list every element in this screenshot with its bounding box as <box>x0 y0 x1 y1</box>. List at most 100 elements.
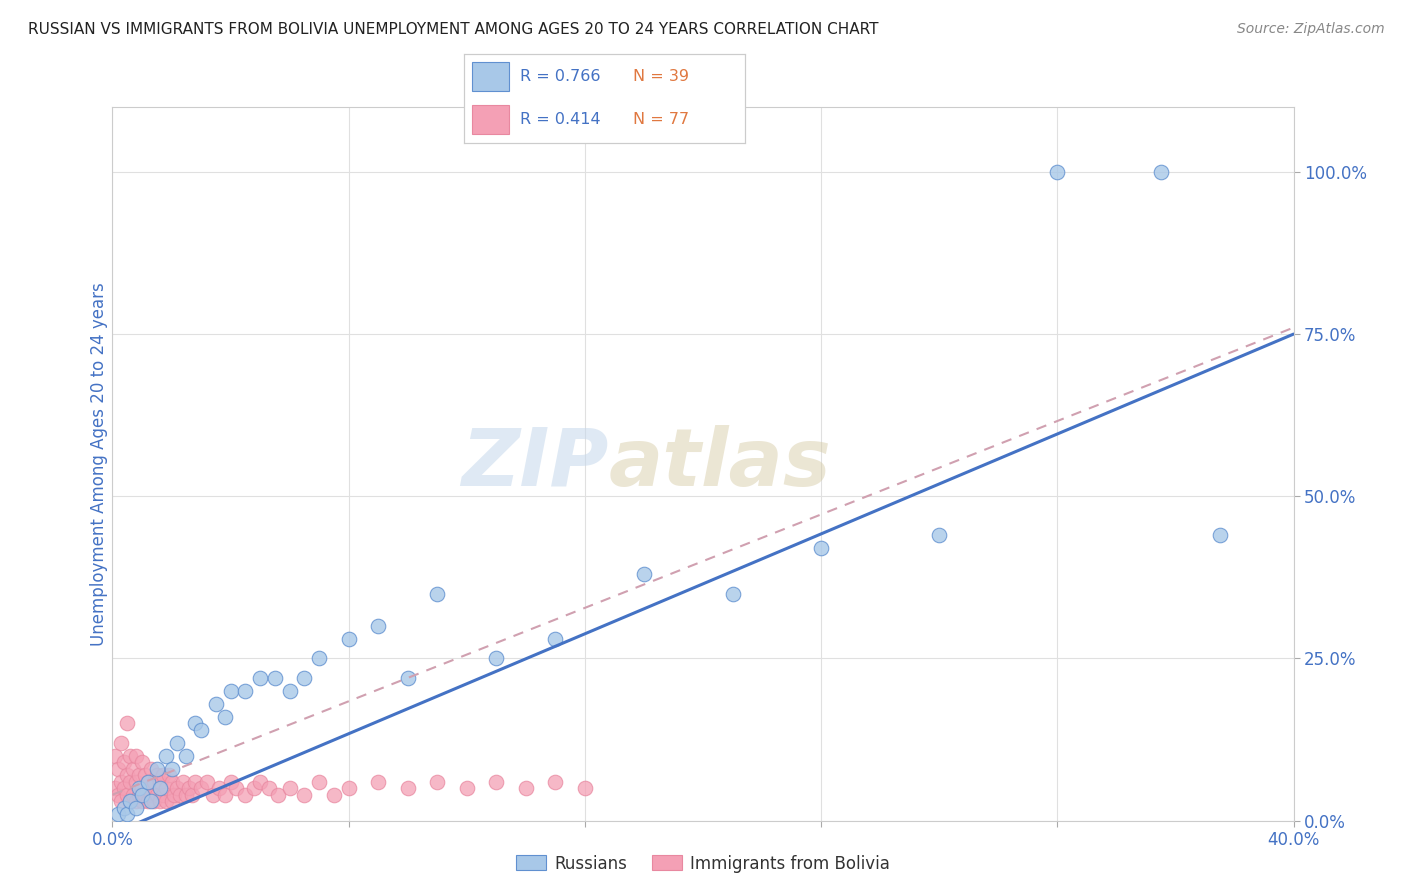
Point <box>125 800 148 814</box>
Point <box>128 768 150 782</box>
Text: RUSSIAN VS IMMIGRANTS FROM BOLIVIA UNEMPLOYMENT AMONG AGES 20 TO 24 YEARS CORREL: RUSSIAN VS IMMIGRANTS FROM BOLIVIA UNEMP… <box>28 22 879 37</box>
Point <box>149 774 172 789</box>
Point <box>152 768 174 782</box>
Text: N = 77: N = 77 <box>633 112 689 127</box>
Point <box>139 794 162 808</box>
Point <box>219 774 242 789</box>
Point <box>308 774 330 789</box>
Point <box>169 788 191 802</box>
Point <box>125 794 148 808</box>
Point <box>174 788 197 802</box>
Point <box>112 800 135 814</box>
Point <box>190 723 212 737</box>
Point <box>136 794 159 808</box>
Point <box>396 671 419 685</box>
Point <box>122 762 145 776</box>
Point <box>278 684 301 698</box>
Bar <box>472 105 509 134</box>
Point <box>323 788 346 802</box>
Point <box>233 684 256 698</box>
Point <box>249 671 271 685</box>
Point <box>308 651 330 665</box>
Point <box>155 794 177 808</box>
Point <box>128 788 150 802</box>
Point <box>292 788 315 802</box>
Point <box>201 788 224 802</box>
Point <box>131 756 153 770</box>
Point <box>117 788 138 802</box>
Point <box>166 781 188 796</box>
Point <box>485 774 508 789</box>
Point <box>146 762 169 776</box>
Point <box>117 716 138 731</box>
Point <box>214 788 236 802</box>
Point <box>157 768 180 782</box>
Point <box>160 794 183 808</box>
Point <box>107 762 129 776</box>
Point <box>367 619 389 633</box>
Point <box>544 632 567 646</box>
Y-axis label: Unemployment Among Ages 20 to 24 years: Unemployment Among Ages 20 to 24 years <box>90 282 108 646</box>
Point <box>134 768 156 782</box>
Point <box>515 781 537 796</box>
Point <box>120 774 142 789</box>
Point <box>396 781 419 796</box>
Legend: Russians, Immigrants from Bolivia: Russians, Immigrants from Bolivia <box>509 848 897 880</box>
Point <box>485 651 508 665</box>
Point <box>104 781 127 796</box>
Point <box>131 788 153 802</box>
Point <box>208 781 231 796</box>
Point <box>136 774 159 789</box>
Point <box>163 788 186 802</box>
Point <box>174 748 197 763</box>
Point <box>107 788 129 802</box>
Point <box>721 586 744 600</box>
Point <box>122 788 145 802</box>
Point <box>1150 165 1173 179</box>
Point <box>104 748 127 763</box>
Point <box>166 736 188 750</box>
Point <box>181 788 204 802</box>
Point <box>1208 528 1232 542</box>
Text: R = 0.414: R = 0.414 <box>520 112 600 127</box>
Point <box>155 748 177 763</box>
Point <box>155 781 177 796</box>
Point <box>131 794 153 808</box>
Point <box>278 781 301 796</box>
Point <box>110 774 132 789</box>
Text: N = 39: N = 39 <box>633 70 689 84</box>
Text: atlas: atlas <box>609 425 831 503</box>
Point <box>179 781 201 796</box>
Point <box>249 774 271 789</box>
Point <box>172 774 194 789</box>
Point <box>146 788 169 802</box>
Point <box>633 567 655 582</box>
Point <box>120 794 142 808</box>
Point <box>544 774 567 789</box>
Point <box>337 632 360 646</box>
Point <box>160 774 183 789</box>
Point <box>810 541 832 556</box>
Point <box>184 774 207 789</box>
Point <box>928 528 950 542</box>
Point <box>125 748 148 763</box>
Point <box>184 716 207 731</box>
Point <box>292 671 315 685</box>
Point <box>117 807 138 822</box>
Point <box>264 671 287 685</box>
Point <box>257 781 280 796</box>
Point <box>136 774 159 789</box>
Point <box>267 788 290 802</box>
Point <box>149 781 172 796</box>
Point <box>337 781 360 796</box>
Point <box>456 781 478 796</box>
Point <box>120 794 142 808</box>
Text: R = 0.766: R = 0.766 <box>520 70 600 84</box>
Point <box>160 762 183 776</box>
Point <box>125 774 148 789</box>
Point <box>110 794 132 808</box>
Point <box>149 794 172 808</box>
Point <box>139 788 162 802</box>
Point <box>112 781 135 796</box>
Point <box>367 774 389 789</box>
